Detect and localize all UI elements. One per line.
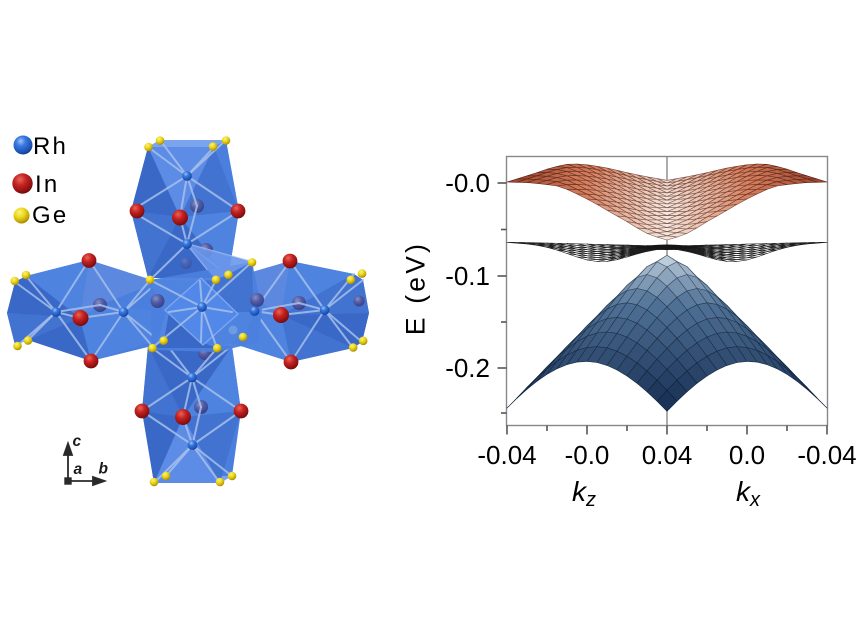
svg-text:In: In: [35, 171, 59, 198]
svg-text:kz: kz: [572, 476, 596, 511]
svg-text:c: c: [73, 433, 82, 450]
svg-text:0.0: 0.0: [729, 440, 765, 470]
svg-text:-0.1: -0.1: [445, 261, 490, 291]
svg-text:kx: kx: [736, 476, 761, 511]
svg-text:0.04: 0.04: [642, 440, 693, 470]
svg-text:b: b: [99, 461, 109, 478]
svg-text:E (eV): E (eV): [401, 241, 431, 335]
svg-text:Rh: Rh: [33, 133, 68, 160]
svg-text:-0.2: -0.2: [445, 353, 490, 383]
svg-text:-0.0: -0.0: [445, 168, 490, 198]
svg-text:a: a: [74, 461, 83, 478]
svg-text:-0.0: -0.0: [565, 440, 610, 470]
svg-text:-0.04: -0.04: [797, 440, 856, 470]
svg-text:-0.04: -0.04: [477, 440, 536, 470]
svg-text:Ge: Ge: [32, 202, 68, 229]
